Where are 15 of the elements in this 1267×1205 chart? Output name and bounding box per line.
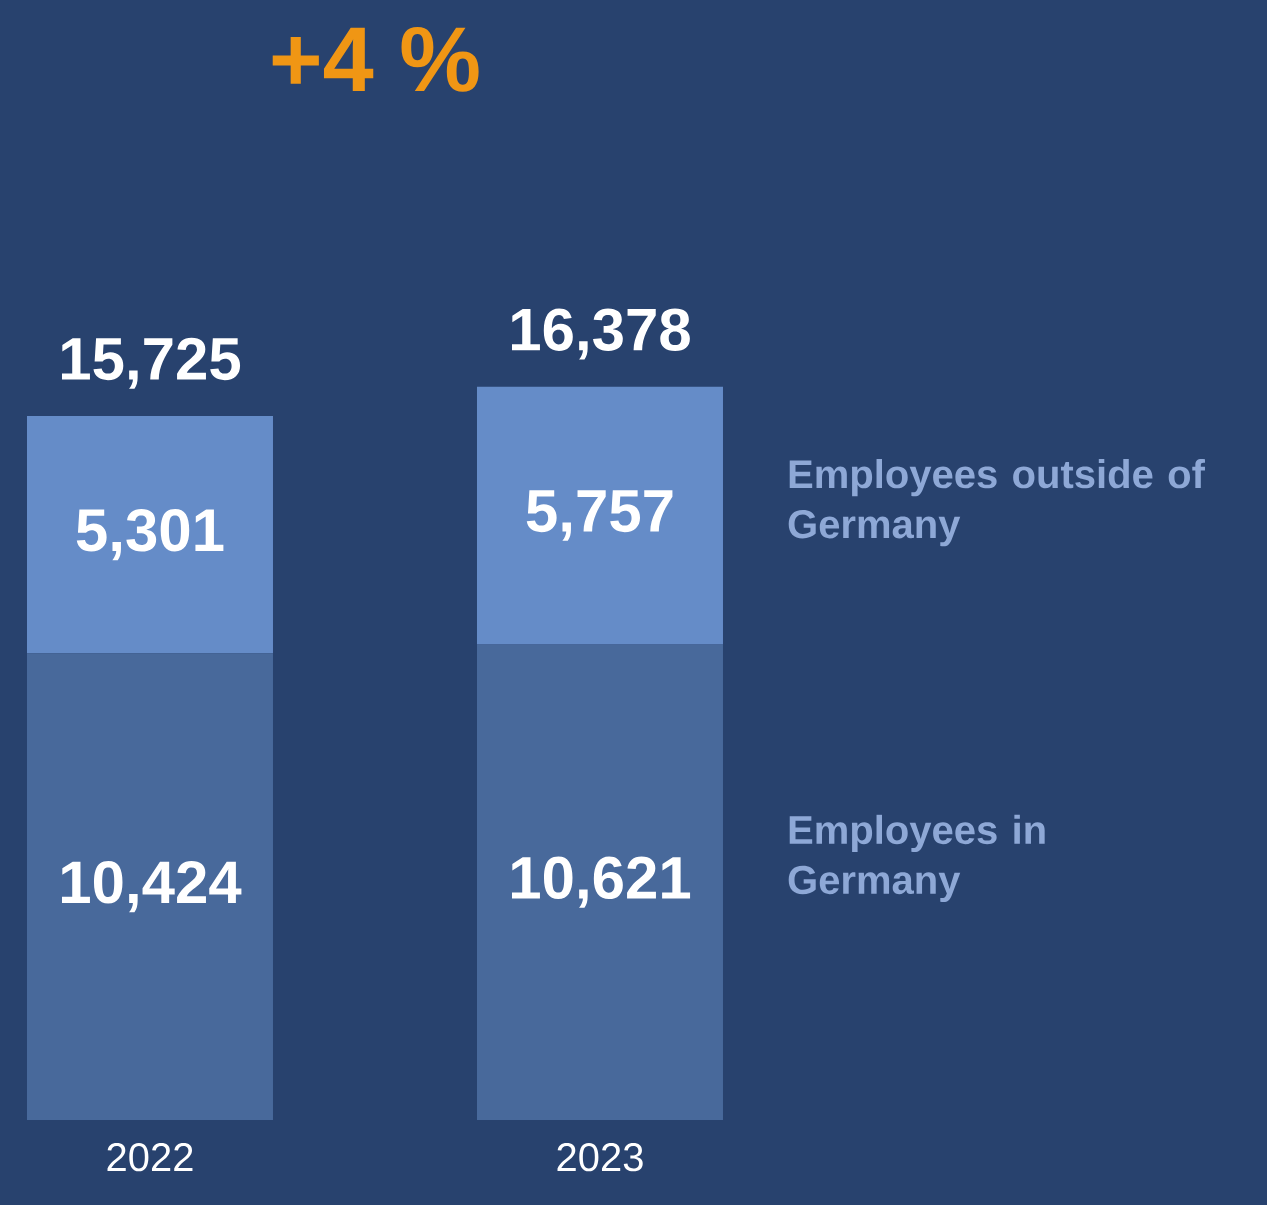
series-label: Employees in Germany [788,814,1045,903]
x-tick-label: 2023 [557,1143,643,1172]
series-label: Employees outside of Germany [788,459,1205,547]
bar [26,415,273,654]
total-label: 16,378 [512,308,690,360]
data-label: 10,424 [62,861,242,913]
data-label: 5,757 [526,490,673,541]
bar [476,644,723,1120]
chart-title: +4 % [272,27,479,92]
total-label: 15,725 [62,337,241,389]
bar [476,386,723,645]
data-label: 10,621 [512,856,691,908]
x-tick-label: 2022 [107,1143,193,1172]
data-label: 5,301 [76,508,224,561]
bar [26,653,273,1120]
